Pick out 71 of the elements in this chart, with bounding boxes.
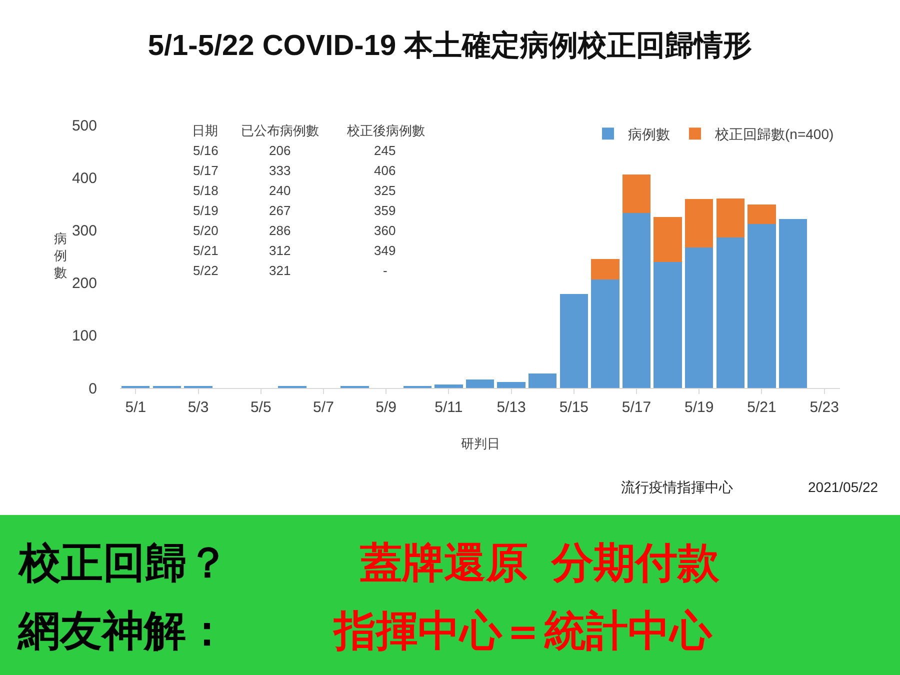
y-tick-label: 0 <box>88 380 97 398</box>
annotation: 325 <box>374 183 396 198</box>
annotation: 日期 <box>192 123 218 138</box>
text: 2021/05/22 <box>808 479 878 495</box>
annotation: 5/17 <box>193 163 218 178</box>
bar <box>654 217 682 262</box>
annotation: 5/20 <box>193 223 218 238</box>
text: 網友神解： <box>17 607 228 654</box>
x-tick-label: 5/3 <box>188 399 209 416</box>
x-axis-title: 研判日 <box>461 436 500 451</box>
annotation: 校正後病例數 <box>346 123 425 138</box>
bar <box>778 219 808 388</box>
x-tick-label: 5/11 <box>434 399 463 416</box>
legend-label: 校正回歸數(n=400) <box>714 126 834 142</box>
bar <box>685 199 714 248</box>
text: 指揮中心＝統計中心 <box>332 607 713 654</box>
bar <box>466 380 494 388</box>
y-tick-label: 100 <box>72 328 97 345</box>
bar <box>560 294 588 388</box>
bar <box>716 198 745 238</box>
x-tick-label: 5/5 <box>250 399 272 416</box>
bar <box>716 238 745 388</box>
bar <box>654 262 682 388</box>
y-tick-label: 200 <box>72 275 97 292</box>
annotation: 5/22 <box>193 263 218 278</box>
annotation: 240 <box>269 183 291 198</box>
annotation: 360 <box>374 223 396 238</box>
annotation: 206 <box>269 143 291 158</box>
y-tick-label: 500 <box>72 117 97 134</box>
bar <box>622 212 651 388</box>
annotation: 5/16 <box>193 143 218 158</box>
x-tick-label: 5/17 <box>622 399 652 416</box>
y-tick-label: 300 <box>72 222 97 240</box>
annotation: 406 <box>374 163 396 178</box>
annotation: 349 <box>374 243 396 258</box>
annotation: 321 <box>269 263 291 278</box>
legend-label: 病例數 <box>628 126 670 142</box>
x-tick-label: 5/19 <box>684 399 714 416</box>
annotation: 5/21 <box>193 243 218 258</box>
bar <box>748 224 776 388</box>
annotation: 245 <box>374 143 396 158</box>
text: 蓋牌還原 分期付款 <box>360 539 720 586</box>
text: 流行疫情指揮中心 <box>621 479 733 495</box>
annotation: 5/18 <box>193 183 218 198</box>
annotation: 333 <box>269 163 291 178</box>
x-tick-label: 5/13 <box>496 399 526 416</box>
bar <box>497 382 526 388</box>
chart-title: 5/1-5/22 COVID-19 本土確定病例校正回歸情形 <box>148 29 752 62</box>
x-tick-label: 5/9 <box>376 399 397 416</box>
y-axis-title: 病例數 <box>54 231 67 280</box>
x-tick-label: 5/1 <box>125 399 146 416</box>
annotation: 286 <box>269 223 291 238</box>
annotation: 267 <box>269 203 291 218</box>
bar <box>591 280 620 388</box>
x-tick-label: 5/15 <box>559 399 589 416</box>
bar <box>528 373 557 388</box>
annotation: 5/19 <box>193 203 218 218</box>
bar <box>591 259 620 280</box>
annotation: 已公布病例數 <box>241 123 319 138</box>
bar <box>685 248 714 388</box>
bar <box>434 384 463 388</box>
annotation: - <box>383 263 388 278</box>
text: 校正回歸？ <box>17 539 229 586</box>
annotation: 359 <box>374 203 396 218</box>
bar <box>748 204 776 224</box>
y-tick-label: 400 <box>72 170 97 187</box>
annotation: 312 <box>269 243 291 258</box>
x-tick-label: 5/7 <box>313 399 334 416</box>
x-tick-label: 5/23 <box>810 399 839 416</box>
x-tick-label: 5/21 <box>747 399 776 416</box>
bar <box>622 174 651 213</box>
